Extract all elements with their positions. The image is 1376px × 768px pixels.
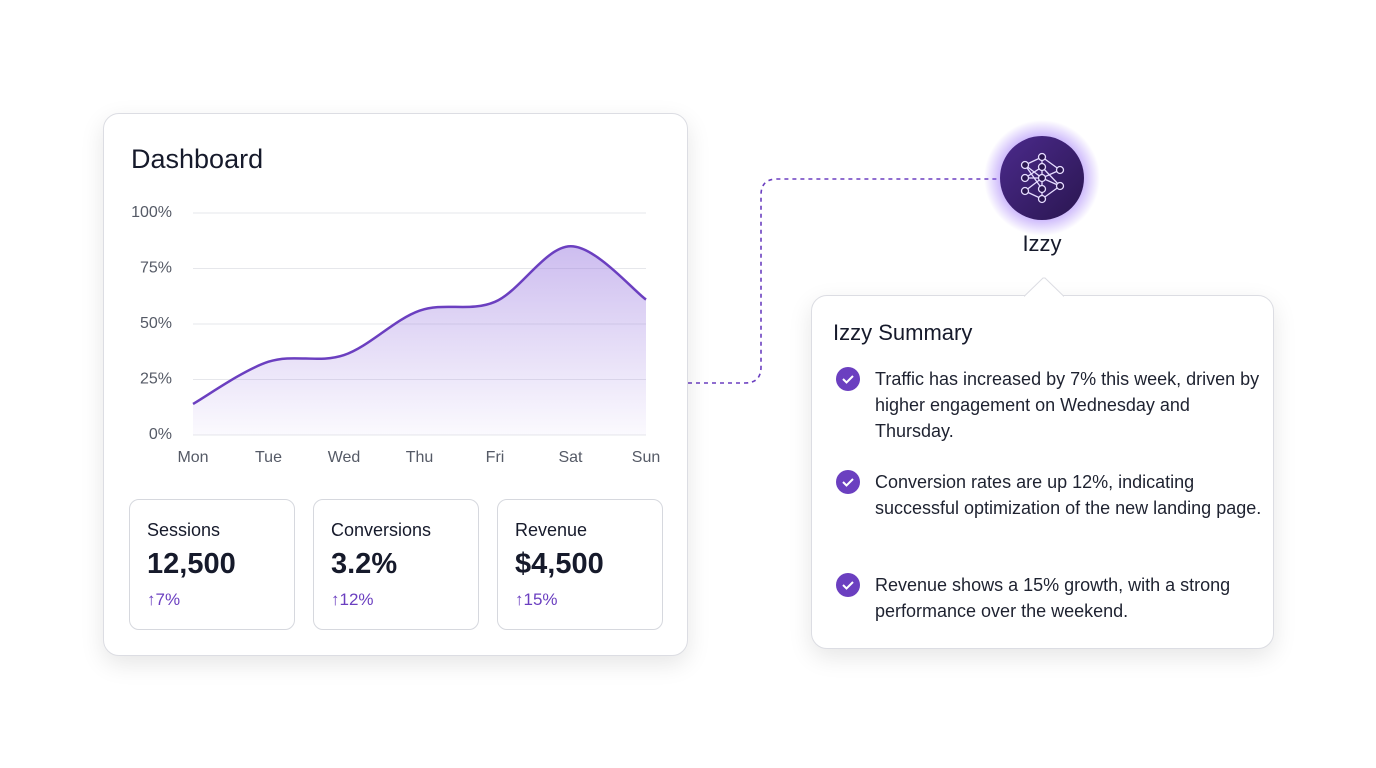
x-tick-label: Thu (406, 449, 434, 466)
kpi-change: ↑12% (331, 590, 374, 609)
x-tick-label: Wed (328, 449, 361, 466)
summary-item: Conversion rates are up 12%, indicating … (875, 472, 1262, 518)
summary-title: Izzy Summary (833, 320, 973, 345)
kpi-card: Conversions 3.2% ↑12% (313, 499, 479, 630)
kpi-label: Sessions (147, 520, 221, 540)
kpi-label: Conversions (331, 520, 432, 540)
summary-item: Revenue shows a 15% growth, with a stron… (875, 575, 1231, 621)
check-icon (836, 470, 860, 494)
x-tick-label: Fri (486, 449, 505, 466)
check-icon (836, 573, 860, 597)
kpi-card: Revenue $4,500 ↑15% (497, 499, 663, 630)
summary-item: Traffic has increased by 7% this week, d… (875, 369, 1260, 441)
y-tick-label: 25% (140, 371, 172, 388)
kpi-change: ↑7% (147, 590, 181, 609)
y-tick-label: 50% (140, 315, 172, 332)
line (192, 245, 647, 406)
summary-notch (1024, 277, 1064, 297)
x-tick-label: Tue (255, 449, 282, 466)
check-icon (836, 367, 860, 391)
summary-card: Izzy Summary Traffic has increased by 7%… (811, 277, 1274, 649)
y-tick-label: 100% (131, 204, 172, 221)
y-tick-label: 75% (140, 260, 172, 277)
x-tick-label: Sat (558, 449, 583, 466)
kpi-change: ↑15% (515, 590, 558, 609)
avatar-icon (1020, 152, 1065, 204)
chart: 0% 25% 50% 75% 100% Mon Tue Wed Thu Fri Sat Sun (131, 204, 660, 466)
kpi-value: 3.2% (331, 548, 398, 580)
kpi-value: 12,500 (147, 548, 236, 580)
area (193, 246, 646, 435)
connector (688, 178, 1000, 384)
y-tick-label: 0% (149, 426, 172, 443)
dashboard-title: Dashboard (131, 144, 264, 174)
x-tick-label: Mon (177, 449, 208, 466)
assistant-name: Izzy (1022, 231, 1061, 256)
dashboard-card: Dashboard 0% 25% 50% 75% 100% Mon Tue Wed Thu Fri… (103, 113, 688, 656)
kpi-card: Sessions 12,500 ↑7% (129, 499, 295, 630)
x-tick-label: Sun (632, 449, 660, 466)
kpi-value: $4,500 (515, 548, 604, 580)
kpi-label: Revenue (515, 520, 588, 540)
